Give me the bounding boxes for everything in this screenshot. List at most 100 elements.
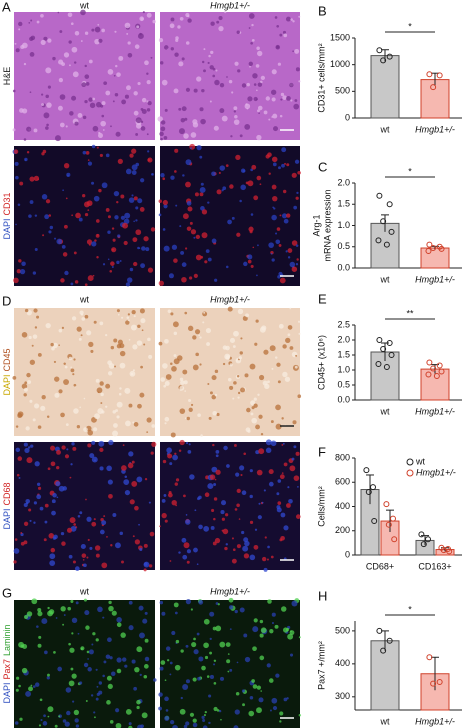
texture (248, 226, 254, 232)
texture (109, 656, 113, 660)
texture (281, 147, 287, 153)
texture (64, 454, 70, 459)
texture (47, 706, 54, 713)
texture (78, 217, 83, 222)
texture (195, 352, 199, 357)
texture (283, 525, 289, 531)
texture (71, 316, 77, 321)
texture (56, 449, 61, 455)
texture (93, 195, 100, 202)
texture (294, 99, 298, 102)
texture (62, 623, 65, 626)
texture (189, 712, 195, 717)
texture (62, 719, 67, 723)
texture (189, 474, 195, 480)
texture (265, 439, 272, 446)
texture (271, 697, 278, 704)
texture (98, 188, 102, 193)
y-tick-label: 600 (335, 477, 350, 487)
texture (49, 560, 56, 567)
texture (113, 338, 118, 343)
texture (58, 77, 64, 83)
texture (119, 350, 126, 357)
stain-label: DAPI CD31 (2, 192, 12, 239)
texture (259, 655, 265, 661)
texture (70, 282, 74, 286)
texture (282, 344, 287, 349)
texture (12, 89, 16, 93)
texture (256, 175, 262, 181)
texture (274, 16, 278, 19)
y-tick-label: 300 (335, 691, 350, 701)
texture (164, 422, 167, 425)
texture (174, 611, 178, 615)
texture (215, 602, 219, 605)
texture (81, 82, 87, 88)
texture (57, 666, 63, 672)
texture (229, 184, 234, 189)
texture (160, 120, 166, 125)
texture (253, 195, 259, 201)
texture (245, 103, 248, 106)
texture (37, 607, 42, 612)
texture (252, 684, 258, 689)
texture (137, 81, 141, 86)
texture (192, 677, 197, 682)
texture (281, 472, 284, 475)
texture (51, 510, 56, 516)
texture (169, 661, 173, 665)
texture (215, 454, 219, 458)
texture (178, 551, 181, 554)
texture (64, 270, 69, 276)
y-tick-label: 400 (335, 658, 350, 668)
texture (188, 398, 192, 402)
texture (177, 25, 181, 29)
texture (228, 605, 234, 610)
texture (128, 197, 135, 203)
texture (120, 194, 125, 199)
texture (207, 257, 212, 262)
texture (256, 469, 263, 476)
texture (15, 48, 20, 53)
stain-word: Pax7 (2, 659, 12, 680)
texture (32, 418, 36, 422)
texture (42, 234, 45, 237)
texture (275, 232, 278, 235)
texture (195, 254, 202, 261)
texture (115, 131, 121, 137)
texture (185, 514, 188, 516)
texture (204, 260, 208, 264)
texture (174, 148, 179, 153)
texture (54, 724, 58, 728)
texture (28, 22, 31, 24)
texture (259, 326, 266, 333)
texture (109, 270, 113, 273)
texture (26, 457, 33, 464)
texture (136, 340, 143, 346)
texture (258, 414, 263, 419)
texture (133, 110, 139, 116)
texture (62, 189, 64, 192)
texture (84, 283, 88, 287)
texture (99, 321, 104, 326)
column-header: Hmgb1+/- (210, 0, 250, 10)
texture (235, 472, 240, 477)
texture (185, 159, 192, 166)
texture (73, 383, 77, 387)
x-tick-label: Hmgb1+/- (415, 124, 455, 134)
data-point (426, 241, 433, 248)
texture (121, 316, 124, 319)
texture (219, 676, 225, 681)
texture (193, 637, 196, 641)
texture (193, 649, 199, 655)
texture (70, 366, 72, 369)
texture (262, 380, 268, 386)
texture (252, 626, 259, 633)
significance: * (408, 21, 412, 31)
texture (201, 232, 208, 239)
column-header: Hmgb1+/- (210, 294, 250, 304)
texture (182, 213, 189, 220)
texture (70, 525, 77, 532)
texture (87, 161, 93, 166)
texture (198, 524, 203, 530)
